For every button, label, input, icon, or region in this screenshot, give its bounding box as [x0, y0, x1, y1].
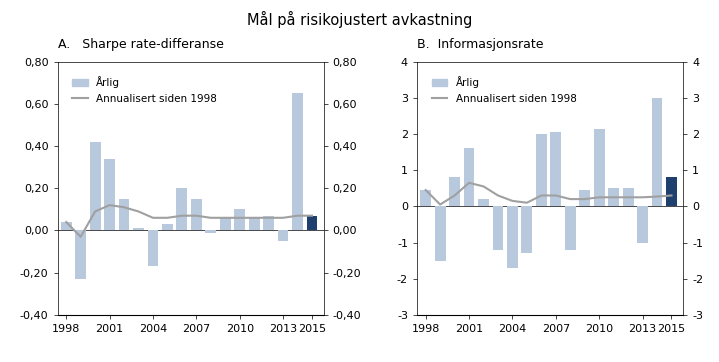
Bar [651, 98, 662, 206]
Bar [75, 231, 86, 279]
Bar [521, 206, 532, 253]
Bar [449, 177, 460, 206]
Bar [551, 132, 562, 206]
Text: Mål på risikojustert avkastning: Mål på risikojustert avkastning [247, 11, 472, 28]
Bar [162, 224, 173, 231]
Bar [623, 188, 633, 206]
Legend: Årlig, Annualisert siden 1998: Årlig, Annualisert siden 1998 [68, 72, 221, 108]
Bar [464, 148, 475, 206]
Text: B.  Informasjonsrate: B. Informasjonsrate [417, 38, 544, 51]
Bar [234, 209, 245, 231]
Text: A.   Sharpe rate-differanse: A. Sharpe rate-differanse [58, 38, 224, 51]
Bar [478, 199, 489, 206]
Bar [421, 190, 431, 206]
Bar [133, 228, 144, 231]
Bar [666, 177, 677, 206]
Bar [637, 206, 648, 243]
Bar [90, 142, 101, 231]
Bar [249, 218, 260, 231]
Bar [119, 199, 129, 231]
Bar [594, 129, 605, 206]
Bar [104, 159, 115, 231]
Bar [608, 188, 619, 206]
Bar [176, 188, 187, 231]
Bar [435, 206, 446, 261]
Bar [565, 206, 576, 250]
Bar [278, 231, 288, 241]
Bar [263, 216, 274, 231]
Bar [61, 222, 72, 231]
Bar [292, 93, 303, 231]
Bar [493, 206, 503, 250]
Bar [536, 134, 546, 206]
Bar [206, 231, 216, 233]
Bar [191, 199, 202, 231]
Bar [306, 216, 317, 231]
Bar [147, 231, 158, 266]
Bar [580, 190, 590, 206]
Legend: Årlig, Annualisert siden 1998: Årlig, Annualisert siden 1998 [428, 72, 581, 108]
Bar [507, 206, 518, 268]
Bar [220, 218, 231, 231]
